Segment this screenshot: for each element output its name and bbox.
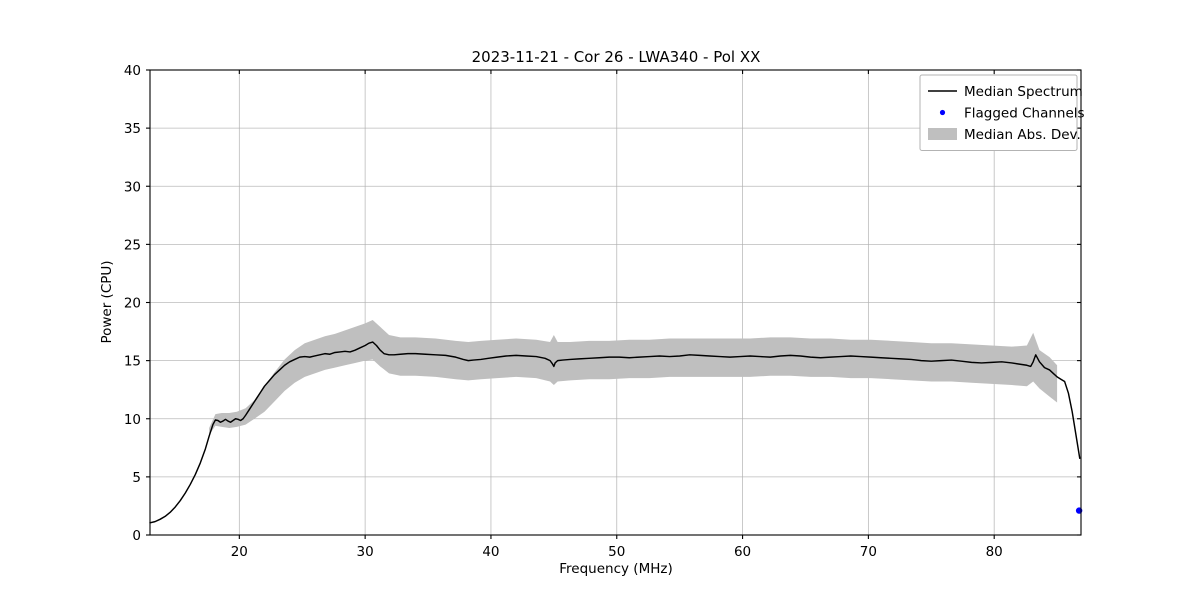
svg-text:15: 15 [124,354,141,370]
axis-ticks: 20 30 40 50 60 70 80 0 5 10 15 20 25 30 35 40 [124,63,1081,560]
svg-text:40: 40 [482,544,499,560]
svg-text:0: 0 [132,528,141,544]
page-title: 2023-11-21 - Cor 26 - LWA340 - Pol XX [472,48,761,66]
svg-text:30: 30 [357,544,374,560]
svg-text:5: 5 [132,470,141,486]
svg-text:60: 60 [734,544,751,560]
svg-text:30: 30 [124,179,141,195]
legend-label: Median Spectrum [964,84,1083,100]
svg-text:50: 50 [608,544,625,560]
x-axis-label: Frequency (MHz) [559,561,672,577]
y-axis-label: Power (CPU) [99,260,115,343]
legend-label: Median Abs. Dev. [964,127,1081,143]
svg-text:80: 80 [986,544,1003,560]
svg-text:20: 20 [124,296,141,312]
legend-label: Flagged Channels [964,106,1085,122]
median-abs-dev-band [209,319,1058,436]
svg-text:10: 10 [124,412,141,428]
grid-lines [150,69,1081,536]
median-spectrum-line [149,341,1081,524]
svg-text:20: 20 [231,544,248,560]
svg-text:35: 35 [124,121,141,137]
svg-text:40: 40 [124,63,141,79]
svg-text:25: 25 [124,237,141,253]
chart-legend[interactable]: Median Spectrum Flagged Channels Median Ab… [919,74,1085,151]
svg-text:70: 70 [860,544,877,560]
